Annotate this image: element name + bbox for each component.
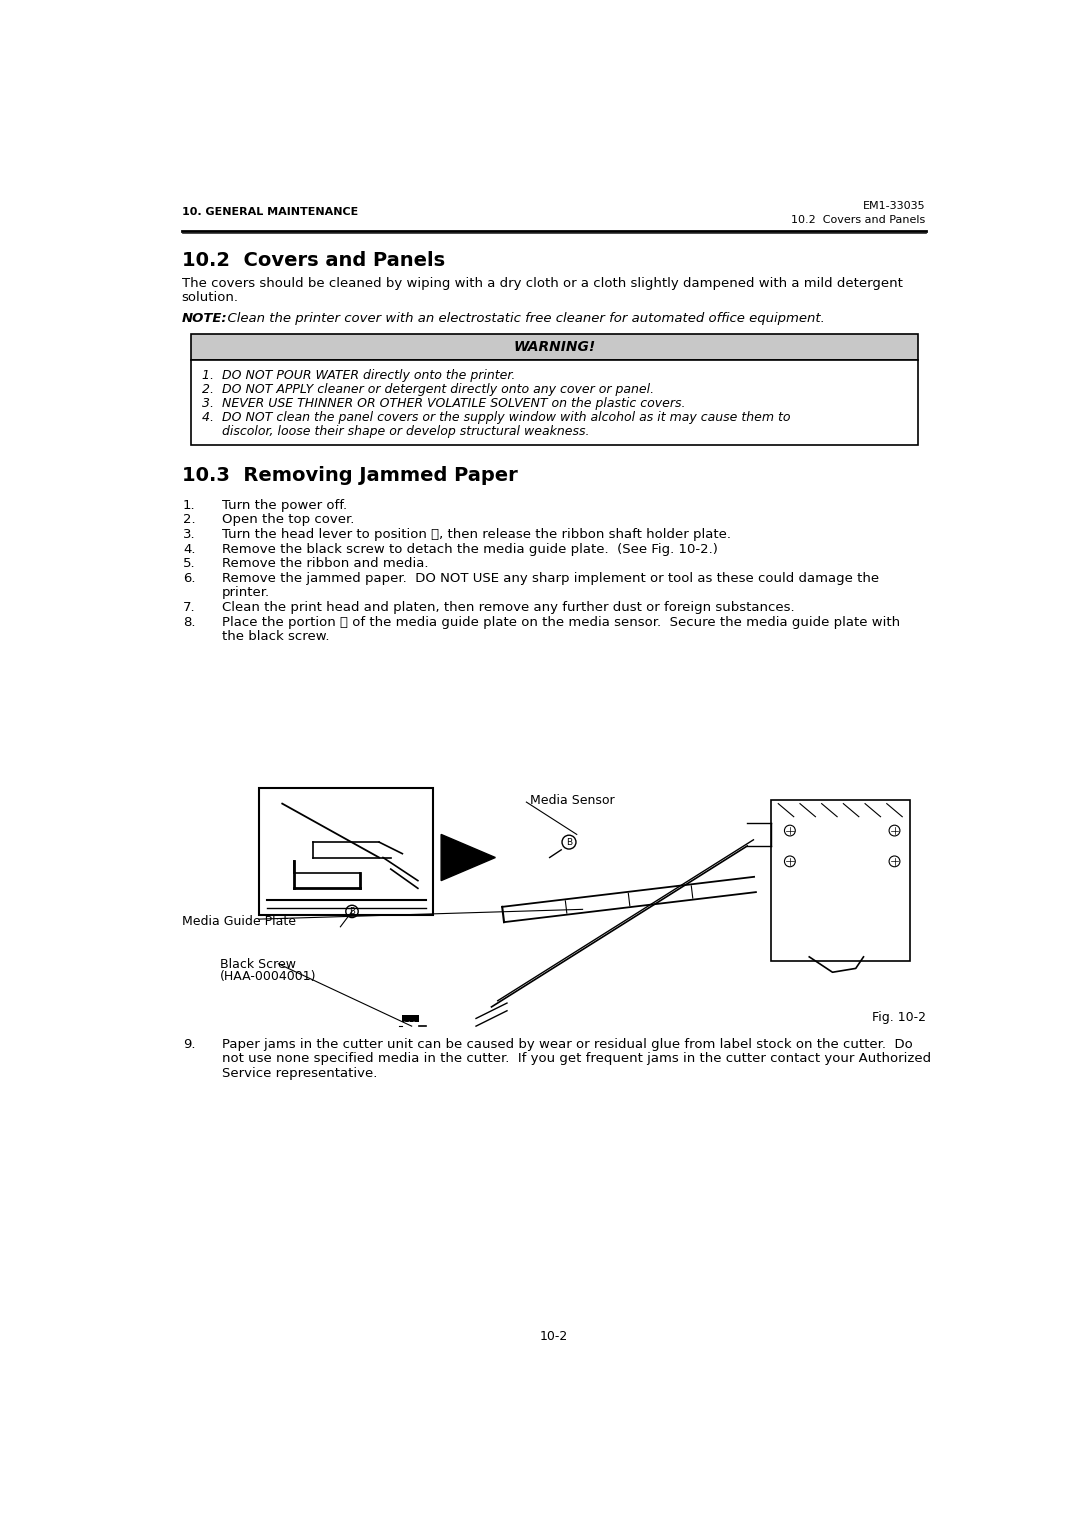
Text: 1.  DO NOT POUR WATER directly onto the printer.: 1. DO NOT POUR WATER directly onto the p… [202, 369, 515, 383]
Text: (HAA-0004001): (HAA-0004001) [220, 970, 316, 984]
Text: 3.  NEVER USE THINNER OR OTHER VOLATILE SOLVENT on the plastic covers.: 3. NEVER USE THINNER OR OTHER VOLATILE S… [202, 396, 685, 410]
Text: 9.: 9. [183, 1037, 195, 1051]
Text: B: B [566, 837, 572, 846]
Bar [403, 1014, 419, 1022]
Text: The covers should be cleaned by wiping with a dry cloth or a cloth slightly damp: The covers should be cleaned by wiping w… [181, 278, 903, 290]
Text: EM1-33035: EM1-33035 [863, 201, 926, 210]
Text: WARNING!: WARNING! [513, 340, 595, 354]
Text: 10.3  Removing Jammed Paper: 10.3 Removing Jammed Paper [181, 467, 517, 485]
Text: Black Screw: Black Screw [220, 958, 296, 970]
Text: the black screw.: the black screw. [221, 630, 329, 644]
Text: Paper jams in the cutter unit can be caused by wear or residual glue from label : Paper jams in the cutter unit can be cau… [221, 1037, 913, 1051]
Text: 7.: 7. [183, 601, 195, 615]
Text: 4.: 4. [183, 543, 195, 555]
Text: Turn the head lever to position ⓢ, then release the ribbon shaft holder plate.: Turn the head lever to position ⓢ, then … [221, 528, 731, 541]
Text: Clean the printer cover with an electrostatic free cleaner for automated office : Clean the printer cover with an electros… [218, 313, 824, 325]
Text: Open the top cover.: Open the top cover. [221, 514, 354, 526]
Text: Media Sensor: Media Sensor [530, 795, 615, 807]
Text: NOTE:: NOTE: [181, 313, 227, 325]
Text: 3.: 3. [183, 528, 195, 541]
Text: Remove the jammed paper.  DO NOT USE any sharp implement or tool as these could : Remove the jammed paper. DO NOT USE any … [221, 572, 879, 586]
Bar [191, 334, 918, 360]
Text: not use none specified media in the cutter.  If you get frequent jams in the cut: not use none specified media in the cutt… [221, 1052, 931, 1066]
Text: discolor, loose their shape or develop structural weakness.: discolor, loose their shape or develop s… [202, 425, 590, 438]
Text: Remove the ribbon and media.: Remove the ribbon and media. [221, 557, 429, 570]
Text: 10.2  Covers and Panels: 10.2 Covers and Panels [181, 250, 445, 270]
Text: Place the portion Ⓑ of the media guide plate on the media sensor.  Secure the me: Place the portion Ⓑ of the media guide p… [221, 616, 900, 628]
Bar [191, 360, 918, 445]
Text: Media Guide Plate: Media Guide Plate [181, 915, 296, 929]
Text: Fig. 10-2: Fig. 10-2 [872, 1011, 926, 1023]
Text: 1.: 1. [183, 499, 195, 512]
Text: 2.  DO NOT APPLY cleaner or detergent directly onto any cover or panel.: 2. DO NOT APPLY cleaner or detergent dir… [202, 383, 653, 396]
Text: Service representative.: Service representative. [221, 1068, 377, 1080]
Text: 4.  DO NOT clean the panel covers or the supply window with alcohol as it may ca: 4. DO NOT clean the panel covers or the … [202, 410, 791, 424]
Bar [770, 799, 910, 961]
Text: Clean the print head and platen, then remove any further dust or foreign substan: Clean the print head and platen, then re… [221, 601, 795, 615]
Text: solution.: solution. [181, 291, 239, 303]
Polygon shape [441, 834, 496, 880]
Text: 5.: 5. [183, 557, 195, 570]
Text: 10. GENERAL MAINTENANCE: 10. GENERAL MAINTENANCE [181, 207, 357, 217]
Text: 8.: 8. [183, 616, 195, 628]
Text: Turn the power off.: Turn the power off. [221, 499, 347, 512]
Bar [259, 788, 433, 915]
Text: Remove the black screw to detach the media guide plate.  (See Fig. 10-2.): Remove the black screw to detach the med… [221, 543, 718, 555]
Text: 10-2: 10-2 [539, 1330, 568, 1344]
Text: printer.: printer. [221, 587, 270, 599]
Text: B: B [349, 907, 355, 917]
Text: 6.: 6. [183, 572, 195, 586]
Text: 2.: 2. [183, 514, 195, 526]
Text: 10.2  Covers and Panels: 10.2 Covers and Panels [792, 215, 926, 226]
